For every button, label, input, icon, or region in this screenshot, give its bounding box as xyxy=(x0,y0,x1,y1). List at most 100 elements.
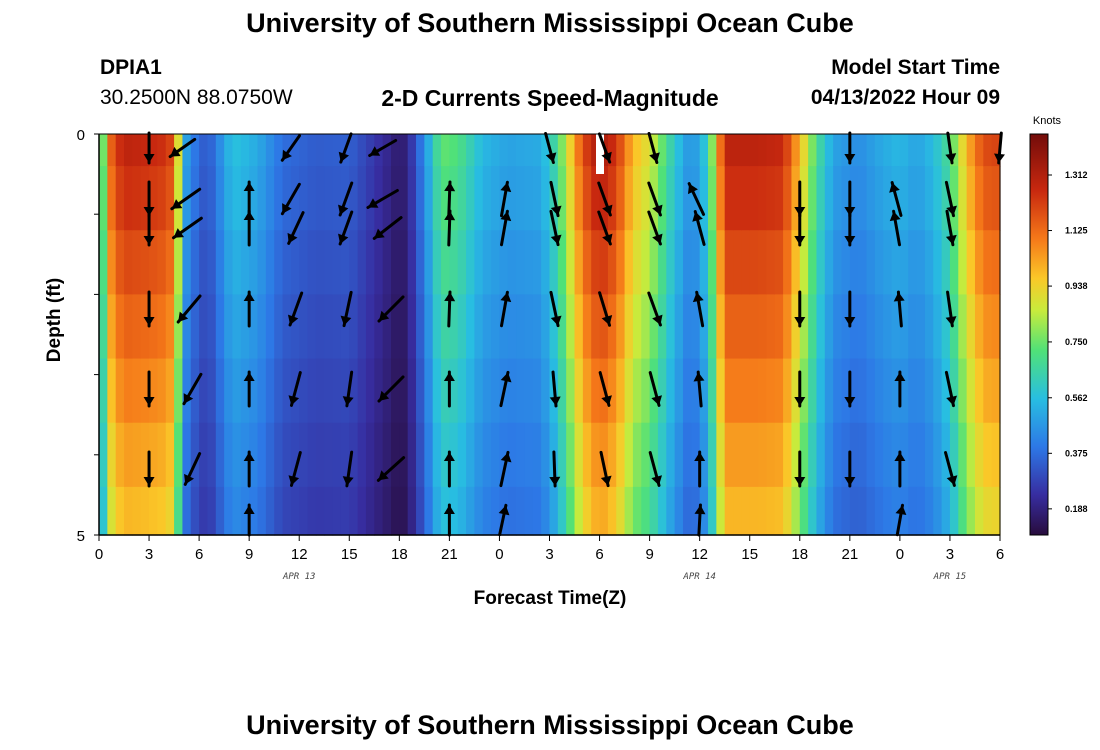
heatmap-cell xyxy=(966,486,976,536)
heatmap-cell xyxy=(399,166,409,231)
current-vector xyxy=(549,290,562,328)
heatmap-cell xyxy=(833,230,843,295)
heatmap-cell xyxy=(441,358,450,424)
heatmap-cell xyxy=(416,134,425,167)
heatmap-cell xyxy=(916,486,926,536)
heatmap-cell xyxy=(390,134,400,167)
current-vector xyxy=(692,210,706,246)
heatmap-cell xyxy=(224,134,234,167)
vector-head xyxy=(243,505,255,514)
vector-head xyxy=(287,232,298,244)
current-vector xyxy=(183,452,202,486)
vector-head xyxy=(369,146,381,156)
model-start-label: Model Start Time xyxy=(831,56,1000,79)
heatmap-cell xyxy=(791,358,801,424)
current-vector xyxy=(647,132,660,164)
heatmap-cell xyxy=(499,294,509,360)
heatmap-cell xyxy=(499,230,509,295)
heatmap-cell xyxy=(924,166,934,231)
heatmap-cell xyxy=(974,294,984,360)
current-vector xyxy=(280,134,301,162)
vector-head xyxy=(600,475,612,486)
x-tick-label: 6 xyxy=(996,546,1004,563)
heatmap-cell xyxy=(783,166,793,231)
heatmap-cell xyxy=(883,422,893,488)
heatmap-cell xyxy=(574,294,584,360)
heatmap-cell xyxy=(390,358,400,424)
vector-head xyxy=(288,475,300,486)
heatmap-cell xyxy=(365,134,375,167)
heatmap-cell xyxy=(115,422,125,488)
heatmap-cell xyxy=(891,358,901,424)
vector-head xyxy=(946,475,958,486)
heatmap-cell xyxy=(499,422,509,488)
heatmap-cell xyxy=(799,422,809,488)
heatmap-cell xyxy=(457,422,467,488)
current-vector xyxy=(143,131,155,165)
footer-title: University of Southern Mississippi Ocean… xyxy=(246,710,854,740)
heatmap-cell xyxy=(791,166,801,231)
heatmap-cell xyxy=(416,358,425,424)
heatmap-cell xyxy=(858,166,868,231)
heatmap-cell xyxy=(374,358,384,424)
heatmap-cell xyxy=(407,486,417,536)
heatmap-cell xyxy=(566,166,576,231)
heatmap-cell xyxy=(299,166,309,231)
heatmap-cell xyxy=(99,358,108,424)
heatmap-cell xyxy=(232,166,242,231)
heatmap-cell xyxy=(557,230,567,295)
heatmap-cell xyxy=(516,230,526,295)
heatmap-cell xyxy=(849,166,859,231)
heatmap-cell xyxy=(849,358,859,424)
current-vector xyxy=(288,371,302,407)
heatmap-cell xyxy=(849,486,859,536)
heatmap-cell xyxy=(666,134,676,167)
current-vector xyxy=(894,370,906,408)
heatmap-cell xyxy=(958,358,968,424)
heatmap-cell xyxy=(199,166,209,231)
heatmap-cell xyxy=(374,294,384,360)
heatmap-cell xyxy=(432,134,442,167)
heatmap-cell xyxy=(949,230,959,295)
heatmap-cell xyxy=(265,230,275,295)
heatmap-cell xyxy=(315,294,325,360)
x-tick-label: 18 xyxy=(391,546,408,563)
heatmap-cell xyxy=(474,134,484,167)
heatmap-cell xyxy=(424,294,434,360)
vector-head xyxy=(649,152,660,163)
x-tick-label: 0 xyxy=(95,546,103,563)
heatmap-cell xyxy=(399,134,409,167)
heatmap-cell xyxy=(441,230,450,295)
x-tick-label: 6 xyxy=(595,546,603,563)
heatmap-cell xyxy=(883,134,893,167)
heatmap-cell xyxy=(466,166,476,231)
heatmap-cell xyxy=(507,134,517,167)
heatmap-cell xyxy=(349,134,359,167)
current-vector xyxy=(794,370,806,408)
heatmap-cell xyxy=(340,358,350,424)
vector-head xyxy=(692,211,703,222)
vector-head xyxy=(895,505,907,516)
heatmap-cell xyxy=(724,294,734,360)
heatmap-cell xyxy=(457,230,467,295)
vector-head xyxy=(287,314,299,325)
heatmap-cell xyxy=(858,134,868,167)
heatmap-cell xyxy=(132,358,142,424)
heatmap-cell xyxy=(224,422,234,488)
heatmap-cell xyxy=(783,294,793,360)
axes: 0 3 6 9 12 15 18 21 0 3 6 9 12 15 18 21 0 3 6 APR 13 APR 14 A… xyxy=(77,127,1005,582)
heatmap-cell xyxy=(349,422,359,488)
heatmap-cell xyxy=(315,166,325,231)
heatmap-cell xyxy=(149,230,158,295)
heatmap-cell xyxy=(866,294,876,360)
heatmap-cell xyxy=(232,422,242,488)
heatmap-cell xyxy=(824,486,834,536)
heatmap-cell xyxy=(441,294,450,360)
heatmap-cell xyxy=(766,166,776,231)
heatmap-cell xyxy=(416,166,425,231)
heatmap-cell xyxy=(766,230,776,295)
vector-head xyxy=(894,452,906,461)
heatmap-cell xyxy=(249,230,259,295)
heatmap-cell xyxy=(441,166,450,231)
heatmap-cell xyxy=(215,230,225,295)
